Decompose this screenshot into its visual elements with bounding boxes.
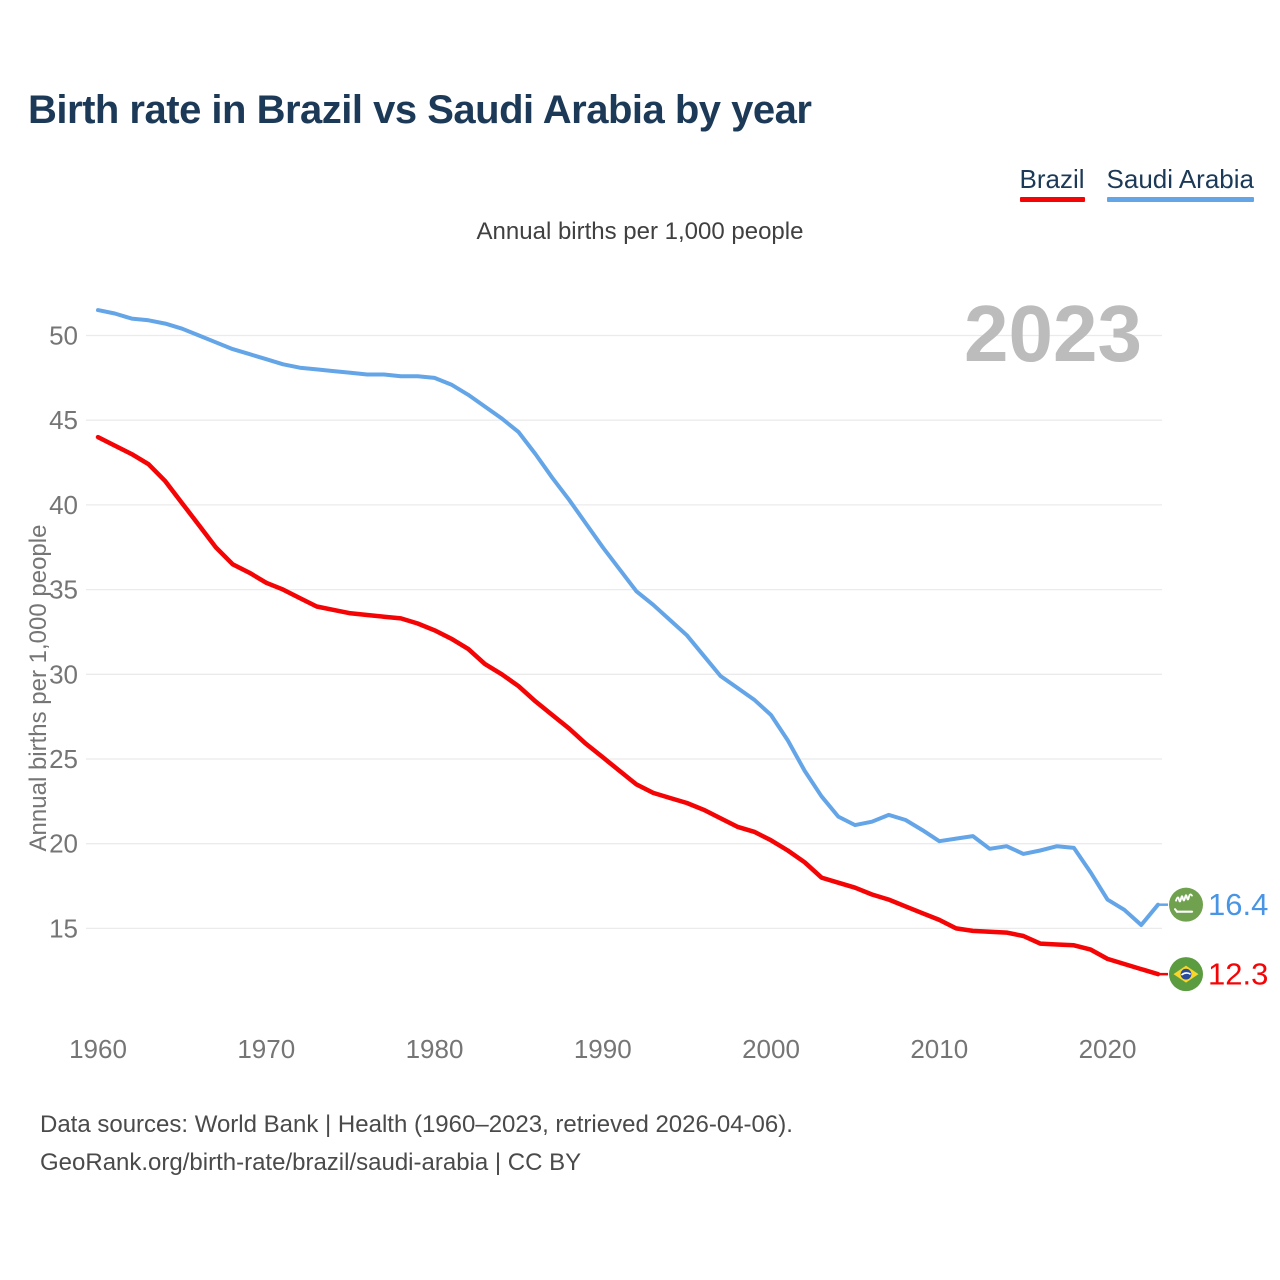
y-tick-15: 15 [49, 913, 78, 943]
saudi-flag-circle [1169, 887, 1203, 922]
x-tick-2010: 2010 [910, 1034, 968, 1064]
gridlines [86, 334, 1162, 930]
saudi-arabia-flag-icon [1169, 887, 1203, 922]
y-axis-tick-labels: 15 20 25 30 35 40 45 50 [49, 321, 78, 944]
legend-color-bar-saudi-arabia [1106, 197, 1254, 203]
saudi-sword-handle [1174, 908, 1178, 913]
x-tick-2000: 2000 [742, 1034, 800, 1064]
legend: Brazil Saudi Arabia [1019, 164, 1254, 203]
x-axis-tick-labels: 1960 1970 1980 1990 2000 2010 2020 [69, 1034, 1136, 1064]
x-tick-1970: 1970 [237, 1034, 295, 1064]
legend-item-brazil[interactable]: Brazil [1019, 164, 1085, 203]
footer-attribution: GeoRank.org/birth-rate/brazil/saudi-arab… [40, 1149, 582, 1176]
chart-subtitle: Annual births per 1,000 people [476, 218, 804, 245]
year-watermark: 2023 [964, 289, 1142, 378]
legend-label-brazil: Brazil [1019, 164, 1085, 194]
y-tick-25: 25 [49, 744, 78, 774]
brazil-flag-globe [1180, 968, 1192, 980]
y-tick-50: 50 [49, 321, 78, 351]
saudi-arabia-end-value: 16.4 [1208, 887, 1268, 922]
y-tick-30: 30 [49, 659, 78, 689]
footer: Data sources: World Bank | Health (1960–… [40, 1106, 793, 1182]
saudi-arabia-line [96, 308, 1160, 927]
brazil-end-value: 12.3 [1208, 957, 1268, 992]
brazil-globe-band [1180, 972, 1192, 976]
legend-color-bar-brazil [1019, 197, 1085, 203]
x-tick-1960: 1960 [69, 1034, 127, 1064]
footer-sources: Data sources: World Bank | Health (1960–… [40, 1111, 793, 1138]
y-tick-45: 45 [49, 405, 78, 435]
y-tick-35: 35 [49, 575, 78, 605]
page-title: Birth rate in Brazil vs Saudi Arabia by … [28, 88, 812, 132]
saudi-script-glyph [1175, 893, 1193, 903]
legend-item-saudi-arabia[interactable]: Saudi Arabia [1106, 164, 1254, 203]
x-tick-2020: 2020 [1079, 1034, 1137, 1064]
y-tick-40: 40 [49, 490, 78, 520]
y-axis-label: Annual births per 1,000 people [25, 525, 52, 852]
x-tick-1980: 1980 [406, 1034, 464, 1064]
y-tick-20: 20 [49, 829, 78, 859]
legend-label-saudi-arabia: Saudi Arabia [1106, 164, 1254, 194]
brazil-line [95, 434, 1161, 977]
brazil-flag-icon [1169, 957, 1203, 992]
x-tick-1990: 1990 [574, 1034, 632, 1064]
